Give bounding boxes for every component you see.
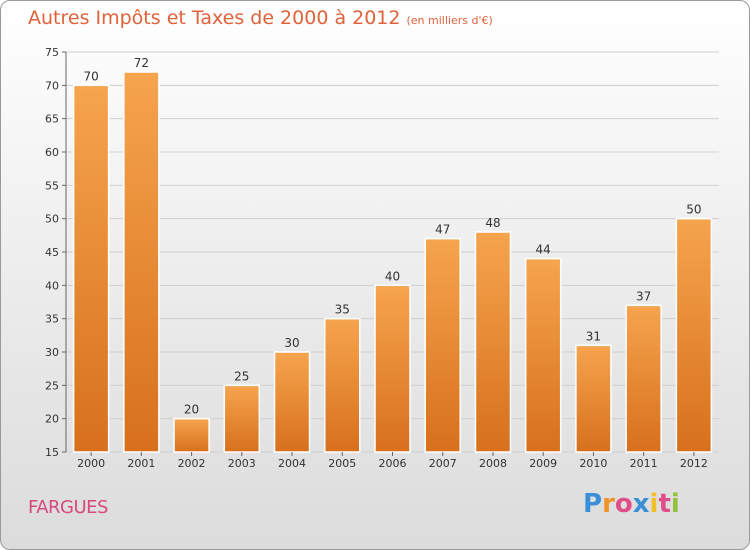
bar-2008	[474, 231, 512, 453]
bar-2007	[424, 237, 461, 453]
bar-2002	[173, 417, 210, 453]
data-label-2008: 48	[485, 216, 500, 230]
logo-letter: i	[649, 489, 659, 519]
bar-2006	[374, 284, 411, 453]
bar-2004	[273, 351, 311, 453]
bar-2001	[123, 71, 160, 453]
x-tick-label-2000: 2000	[77, 457, 105, 470]
data-labels: 70 72 20 25 30 35 40 47 48 44 31 37 50	[83, 56, 701, 417]
x-tick-label-2002: 2002	[178, 457, 206, 470]
y-tick-label: 20	[45, 413, 59, 426]
x-tick-label-2012: 2012	[680, 457, 708, 470]
bar-2011	[625, 304, 662, 453]
y-axis-ticks: 15 20 25 30 35 40 45 50 55 60 65 70 75	[45, 46, 66, 459]
data-label-2005: 35	[335, 303, 350, 317]
bar-2005	[324, 317, 361, 453]
y-tick-label: 70	[45, 79, 59, 92]
bar-2010	[575, 344, 612, 453]
logo-letter: x	[632, 489, 650, 519]
x-tick-label-2004: 2004	[278, 457, 306, 470]
logo-letter: i	[670, 489, 680, 519]
x-tick-label-2005: 2005	[328, 457, 356, 470]
y-tick-label: 30	[45, 346, 59, 359]
data-label-2007: 47	[435, 223, 450, 237]
x-tick-label-2003: 2003	[228, 457, 256, 470]
data-label-2000: 70	[83, 69, 98, 83]
logo-letter: o	[614, 489, 633, 519]
y-tick-label: 25	[45, 379, 59, 392]
data-label-2002: 20	[184, 403, 199, 417]
y-tick-label: 40	[45, 279, 59, 292]
x-axis-ticks: 2000 2001 2002 2003 2004 2005 2006 2007 2008 2009…	[77, 452, 708, 470]
logo-letter: r	[602, 489, 615, 519]
data-label-2010: 31	[586, 329, 601, 343]
y-tick-label: 15	[45, 446, 59, 459]
data-label-2006: 40	[385, 269, 400, 283]
bar-2000	[72, 84, 110, 453]
y-tick-label: 50	[45, 213, 59, 226]
data-label-2012: 50	[686, 203, 701, 217]
x-tick-label-2008: 2008	[479, 457, 507, 470]
x-tick-label-2006: 2006	[379, 457, 407, 470]
x-tick-label-2010: 2010	[579, 457, 607, 470]
y-tick-label: 65	[45, 113, 59, 126]
y-tick-label: 75	[45, 46, 59, 59]
x-tick-label-2009: 2009	[529, 457, 557, 470]
logo-letter: t	[658, 489, 671, 519]
bars	[72, 71, 713, 453]
y-tick-label: 35	[45, 313, 59, 326]
chart-title-text: Autres Impôts et Taxes de 2000 à 2012	[28, 7, 401, 29]
x-tick-label-2007: 2007	[429, 457, 457, 470]
y-tick-label: 55	[45, 179, 59, 192]
bar-2012	[675, 217, 713, 453]
x-tick-label-2001: 2001	[127, 457, 155, 470]
chart-subtitle: (en milliers d'€)	[406, 14, 493, 27]
data-label-2003: 25	[234, 369, 249, 383]
data-label-2001: 72	[134, 56, 149, 70]
data-label-2004: 30	[284, 336, 299, 350]
x-tick-label-2011: 2011	[630, 457, 658, 470]
data-label-2009: 44	[536, 243, 551, 257]
logo-letter: P	[583, 489, 603, 519]
bar-2009	[524, 257, 562, 453]
y-tick-label: 45	[45, 246, 59, 259]
commune-name: FARGUES	[28, 497, 108, 518]
chart-title: Autres Impôts et Taxes de 2000 à 2012 (en…	[28, 7, 493, 29]
proxiti-logo: Proxiti	[583, 489, 680, 519]
data-label-2011: 37	[636, 289, 651, 303]
y-tick-label: 60	[45, 146, 59, 159]
bar-2003	[223, 384, 261, 453]
